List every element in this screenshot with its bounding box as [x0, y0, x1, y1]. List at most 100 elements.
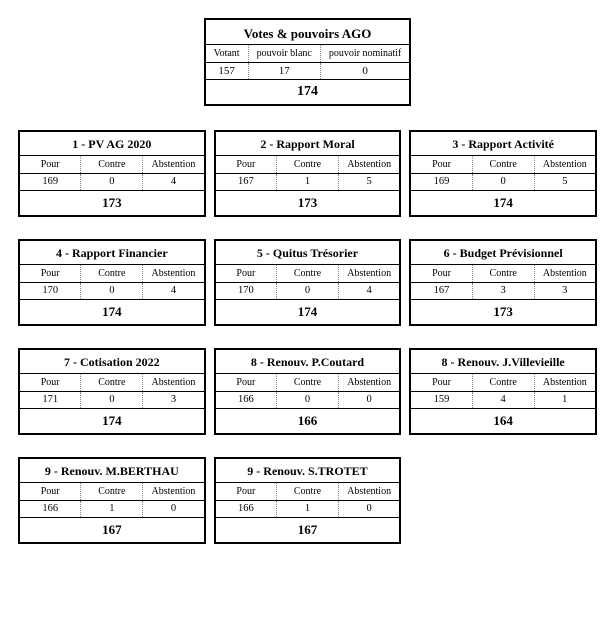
vote-title: 7 - Cotisation 2022	[19, 349, 205, 374]
vote-col-abstention: Abstention	[143, 156, 205, 174]
vote-card: 1 - PV AG 2020PourContreAbstention 169041…	[18, 130, 206, 217]
vote-row: 4 - Rapport FinancierPourContreAbstentio…	[18, 239, 597, 326]
vote-val-abstention: 1	[534, 392, 596, 409]
vote-val-contre: 0	[81, 283, 143, 300]
vote-val-pour: 166	[215, 501, 277, 518]
summary-col-pouvoir-nominatif: pouvoir nominatif	[320, 45, 410, 63]
vote-row: 9 - Renouv. M.BERTHAUPourContreAbstentio…	[18, 457, 597, 544]
vote-val-contre: 1	[277, 174, 339, 191]
summary-val-votant: 157	[205, 63, 248, 80]
vote-val-pour: 166	[215, 392, 277, 409]
vote-col-pour: Pour	[410, 374, 472, 392]
vote-val-contre: 0	[472, 174, 534, 191]
vote-col-contre: Contre	[277, 156, 339, 174]
vote-col-pour: Pour	[410, 265, 472, 283]
vote-val-abstention: 5	[534, 174, 596, 191]
summary-val-pouvoir-blanc: 17	[248, 63, 320, 80]
vote-title: 1 - PV AG 2020	[19, 131, 205, 156]
votes-summary-table: Votes & pouvoirs AGO Votant pouvoir blan…	[204, 18, 412, 106]
vote-val-contre: 1	[81, 501, 143, 518]
vote-card: 6 - Budget PrévisionnelPourContreAbstent…	[409, 239, 597, 326]
vote-title: 5 - Quitus Trésorier	[215, 240, 401, 265]
summary-val-pouvoir-nominatif: 0	[320, 63, 410, 80]
vote-val-pour: 167	[215, 174, 277, 191]
vote-val-abstention: 4	[143, 174, 205, 191]
vote-val-contre: 1	[277, 501, 339, 518]
vote-total: 173	[19, 191, 205, 217]
vote-col-pour: Pour	[19, 156, 81, 174]
vote-card: 9 - Renouv. S.TROTETPourContreAbstention…	[214, 457, 402, 544]
vote-col-pour: Pour	[215, 265, 277, 283]
vote-col-contre: Contre	[81, 483, 143, 501]
vote-val-pour: 170	[215, 283, 277, 300]
vote-val-contre: 3	[472, 283, 534, 300]
vote-card: 8 - Renouv. P.CoutardPourContreAbstentio…	[214, 348, 402, 435]
vote-col-contre: Contre	[472, 374, 534, 392]
vote-card: 5 - Quitus TrésorierPourContreAbstention…	[214, 239, 402, 326]
vote-total: 174	[410, 191, 596, 217]
summary-total: 174	[205, 80, 411, 106]
vote-val-abstention: 0	[143, 501, 205, 518]
vote-total: 167	[19, 518, 205, 544]
vote-row: 1 - PV AG 2020PourContreAbstention169041…	[18, 130, 597, 217]
vote-col-pour: Pour	[19, 374, 81, 392]
vote-card: 8 - Renouv. J.VillevieillePourContreAbst…	[409, 348, 597, 435]
vote-val-contre: 0	[81, 174, 143, 191]
vote-col-pour: Pour	[19, 483, 81, 501]
vote-total: 167	[215, 518, 401, 544]
vote-title: 2 - Rapport Moral	[215, 131, 401, 156]
vote-val-abstention: 5	[338, 174, 400, 191]
vote-card: 9 - Renouv. M.BERTHAUPourContreAbstentio…	[18, 457, 206, 544]
vote-val-abstention: 3	[143, 392, 205, 409]
vote-val-pour: 169	[410, 174, 472, 191]
vote-col-contre: Contre	[277, 483, 339, 501]
vote-col-pour: Pour	[215, 483, 277, 501]
vote-total: 173	[215, 191, 401, 217]
summary-title: Votes & pouvoirs AGO	[205, 19, 411, 45]
vote-title: 9 - Renouv. M.BERTHAU	[19, 458, 205, 483]
vote-card: 3 - Rapport ActivitéPourContreAbstention…	[409, 130, 597, 217]
vote-total: 174	[215, 300, 401, 326]
vote-total: 174	[19, 409, 205, 435]
vote-card: 2 - Rapport MoralPourContreAbstention167…	[214, 130, 402, 217]
vote-col-abstention: Abstention	[338, 156, 400, 174]
summary-col-votant: Votant	[205, 45, 248, 63]
vote-col-abstention: Abstention	[534, 374, 596, 392]
vote-col-abstention: Abstention	[534, 156, 596, 174]
vote-total: 173	[410, 300, 596, 326]
vote-cards-container: 1 - PV AG 2020PourContreAbstention169041…	[18, 130, 597, 544]
vote-val-pour: 167	[410, 283, 472, 300]
vote-val-contre: 0	[81, 392, 143, 409]
vote-val-abstention: 0	[338, 392, 400, 409]
vote-val-abstention: 0	[338, 501, 400, 518]
vote-title: 6 - Budget Prévisionnel	[410, 240, 596, 265]
vote-col-contre: Contre	[81, 156, 143, 174]
vote-col-abstention: Abstention	[143, 374, 205, 392]
vote-col-contre: Contre	[472, 156, 534, 174]
vote-row: 7 - Cotisation 2022PourContreAbstention1…	[18, 348, 597, 435]
vote-total: 164	[410, 409, 596, 435]
summary-col-pouvoir-blanc: pouvoir blanc	[248, 45, 320, 63]
vote-col-pour: Pour	[215, 374, 277, 392]
vote-col-contre: Contre	[81, 265, 143, 283]
vote-val-abstention: 3	[534, 283, 596, 300]
vote-title: 4 - Rapport Financier	[19, 240, 205, 265]
vote-col-contre: Contre	[277, 265, 339, 283]
vote-col-contre: Contre	[472, 265, 534, 283]
vote-val-pour: 159	[410, 392, 472, 409]
vote-title: 8 - Renouv. J.Villevieille	[410, 349, 596, 374]
vote-val-abstention: 4	[143, 283, 205, 300]
vote-total: 174	[19, 300, 205, 326]
vote-val-pour: 169	[19, 174, 81, 191]
vote-val-pour: 166	[19, 501, 81, 518]
vote-col-abstention: Abstention	[534, 265, 596, 283]
vote-val-contre: 0	[277, 283, 339, 300]
vote-col-contre: Contre	[81, 374, 143, 392]
vote-val-contre: 4	[472, 392, 534, 409]
vote-title: 9 - Renouv. S.TROTET	[215, 458, 401, 483]
vote-col-contre: Contre	[277, 374, 339, 392]
vote-card: 4 - Rapport FinancierPourContreAbstentio…	[18, 239, 206, 326]
vote-total: 166	[215, 409, 401, 435]
vote-col-abstention: Abstention	[338, 374, 400, 392]
vote-col-abstention: Abstention	[338, 483, 400, 501]
